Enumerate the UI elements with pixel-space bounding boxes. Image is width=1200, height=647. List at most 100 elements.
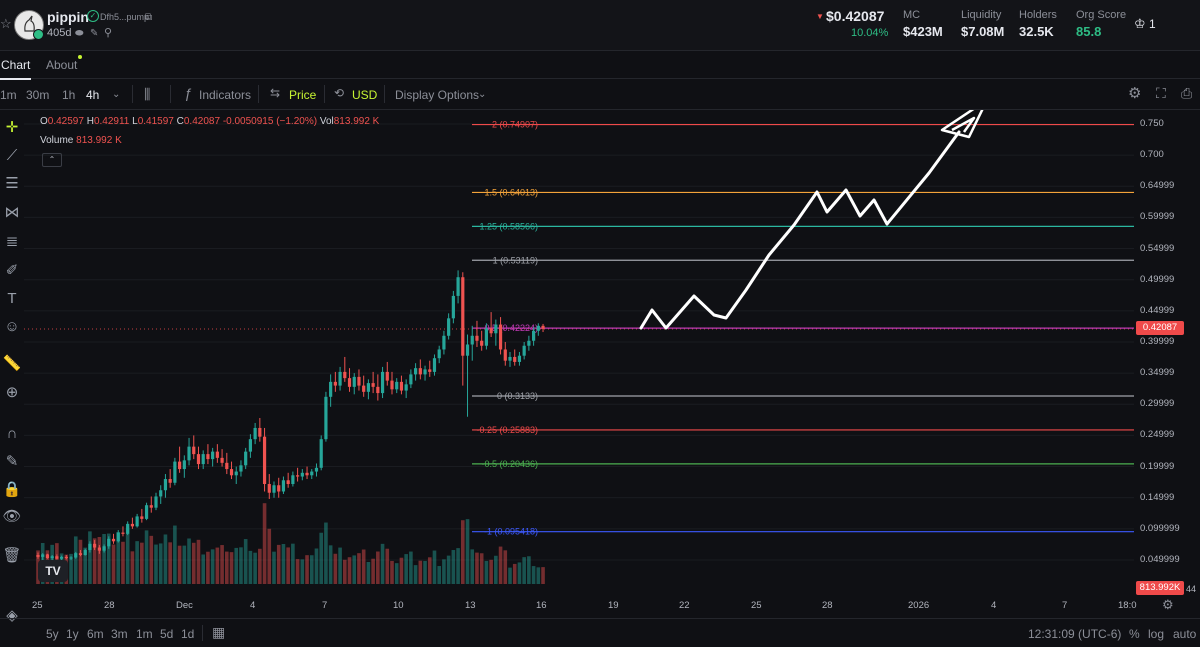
price-tick: 0.39999 (1140, 335, 1175, 347)
price-toggle[interactable]: Price (289, 88, 317, 102)
fib-retracement-icon[interactable]: ≣ (5, 233, 19, 250)
time-axis[interactable]: 25 28 Dec 4 7 10 13 16 19 22 25 28 2026 4 7 18:0 (24, 596, 1137, 616)
crown-icon[interactable]: ♔ (1134, 16, 1146, 31)
lock-icon[interactable]: 🔒 (2, 481, 22, 498)
volume-legend: Volume 813.992 K (40, 135, 122, 146)
percent-toggle[interactable]: % (1129, 627, 1140, 641)
range-5y[interactable]: 5y (46, 627, 59, 641)
volume-bar (324, 522, 328, 584)
unicorn-logo-icon (24, 15, 35, 32)
interval-1m[interactable]: 1m (0, 88, 17, 102)
price-tick: 0.099999 (1140, 522, 1180, 534)
range-5d[interactable]: 5d (160, 627, 174, 641)
volume-bar (248, 550, 253, 584)
axis-settings-icon[interactable]: ⚙ (1162, 597, 1174, 612)
volume-bar (376, 551, 380, 584)
volume-bar (446, 555, 451, 584)
eye-icon[interactable]: 👁 (2, 508, 22, 525)
search-icon[interactable]: ⚲ (104, 27, 113, 39)
tab-about[interactable]: About (46, 55, 82, 74)
candle-body (395, 381, 399, 390)
verified-check-icon: ✓ (87, 10, 99, 22)
candle-type-icon[interactable]: ⫼ (144, 86, 151, 102)
ohlc-legend: O0.42597 H0.42911 L0.41597 C0.42087 -0.0… (40, 116, 379, 127)
tab-chart[interactable]: Chart (0, 56, 32, 80)
ruler-icon[interactable]: 📏 (2, 355, 22, 372)
fullscreen-icon[interactable]: ⛶ (1156, 85, 1166, 101)
calendar-icon[interactable]: ▦ (212, 624, 226, 640)
currency-icon[interactable]: ⟲ (334, 86, 345, 100)
currency-toggle[interactable]: USD (352, 88, 378, 102)
chevron-down-icon[interactable]: ⌄ (112, 89, 121, 100)
toolbar-divider (258, 85, 259, 103)
chevron-down-icon[interactable]: ⌄ (478, 89, 487, 100)
copy-icon[interactable]: ⧉ (145, 12, 153, 23)
volume-bar (465, 519, 470, 584)
candle-body (333, 381, 337, 386)
star-icon[interactable]: ☆ (0, 16, 12, 31)
layers-icon[interactable]: ◈ (6, 607, 18, 624)
price-tick: 0.19999 (1140, 460, 1175, 472)
range-1d[interactable]: 1d (181, 627, 195, 641)
time-tick: 25 (32, 600, 43, 611)
volume-bar (220, 545, 224, 584)
ohlc-vol-label: Vol (319, 116, 334, 127)
volume-bar (522, 557, 526, 584)
display-options-button[interactable]: Display Options (395, 88, 480, 102)
stat-value: 32.5K (1019, 24, 1054, 39)
indicators-button[interactable]: Indicators (199, 88, 252, 102)
tradingview-logo[interactable]: TV (38, 560, 68, 582)
price-axis[interactable]: 0.750 0.700 0.64999 0.59999 0.54999 0.49999 0.… (1134, 110, 1200, 600)
range-1m[interactable]: 1m (136, 627, 153, 641)
toolbar-divider (202, 625, 203, 641)
arrowhead-icon (940, 110, 984, 139)
trend-line-icon[interactable]: ⟋ (6, 147, 18, 164)
candle-body (74, 553, 78, 558)
trash-icon[interactable]: 🗑 (2, 547, 22, 564)
volume-bar (154, 544, 158, 584)
candle-body (296, 475, 300, 477)
camera-icon[interactable]: ⎙ (1181, 85, 1193, 101)
candle-body (347, 378, 352, 387)
stat-value: $7.08M (961, 24, 1005, 39)
interval-1h[interactable]: 1h (62, 88, 76, 102)
volume-bar (73, 536, 78, 584)
text-icon[interactable]: T (7, 290, 17, 307)
range-1y[interactable]: 1y (66, 627, 79, 641)
indicators-icon[interactable]: ƒ (184, 85, 192, 101)
brush-icon[interactable]: ✐ (5, 262, 19, 279)
interval-4h[interactable]: 4h (86, 88, 100, 102)
candle-body (60, 556, 64, 559)
price-chart[interactable]: 2 (0.74907) 1.5 (0.64013) 1.25 (0.58566) 1 … (24, 110, 1134, 592)
range-6m[interactable]: 6m (87, 627, 104, 641)
range-3m[interactable]: 3m (111, 627, 128, 641)
magnet-icon[interactable]: ∩ (6, 425, 18, 442)
settings-gear-icon[interactable]: ⚙ (1128, 85, 1142, 102)
volume-bar (177, 545, 182, 584)
stat-holders: Holders 32.5K (1019, 9, 1057, 39)
zoom-in-icon[interactable]: ⊕ (5, 384, 19, 401)
candle-body (154, 496, 158, 508)
pill-icon[interactable]: ⬬ (75, 28, 84, 39)
auto-toggle[interactable]: auto (1173, 627, 1197, 641)
lock-drawings-icon[interactable]: ✎ (5, 453, 19, 470)
candle-body (494, 324, 498, 334)
edit-icon[interactable]: ✎ (90, 28, 99, 39)
volume-bar (201, 554, 205, 584)
volume-bar (357, 553, 361, 584)
crosshair-icon[interactable]: ✛ (5, 119, 19, 136)
time-tick: 18:0 (1118, 600, 1137, 611)
chart-area[interactable]: 2 (0.74907) 1.5 (0.64013) 1.25 (0.58566) 1 … (24, 110, 1134, 592)
emoji-icon[interactable]: ☺ (4, 318, 20, 335)
volume-tag: 813.992K (1136, 581, 1184, 595)
collapse-legend-button[interactable]: ⌃ (42, 153, 62, 167)
interval-30m[interactable]: 30m (26, 88, 50, 102)
volume-bar (111, 544, 116, 584)
notification-dot (78, 55, 82, 59)
swap-icon[interactable]: ⇆ (270, 86, 281, 100)
horizontal-lines-icon[interactable]: ☰ (5, 175, 19, 192)
clock-readout[interactable]: 12:31:09 (UTC-6) (1028, 627, 1122, 641)
pattern-icon[interactable]: ⋈ (4, 204, 20, 221)
log-toggle[interactable]: log (1148, 627, 1165, 641)
price-tick: 0.24999 (1140, 429, 1175, 441)
